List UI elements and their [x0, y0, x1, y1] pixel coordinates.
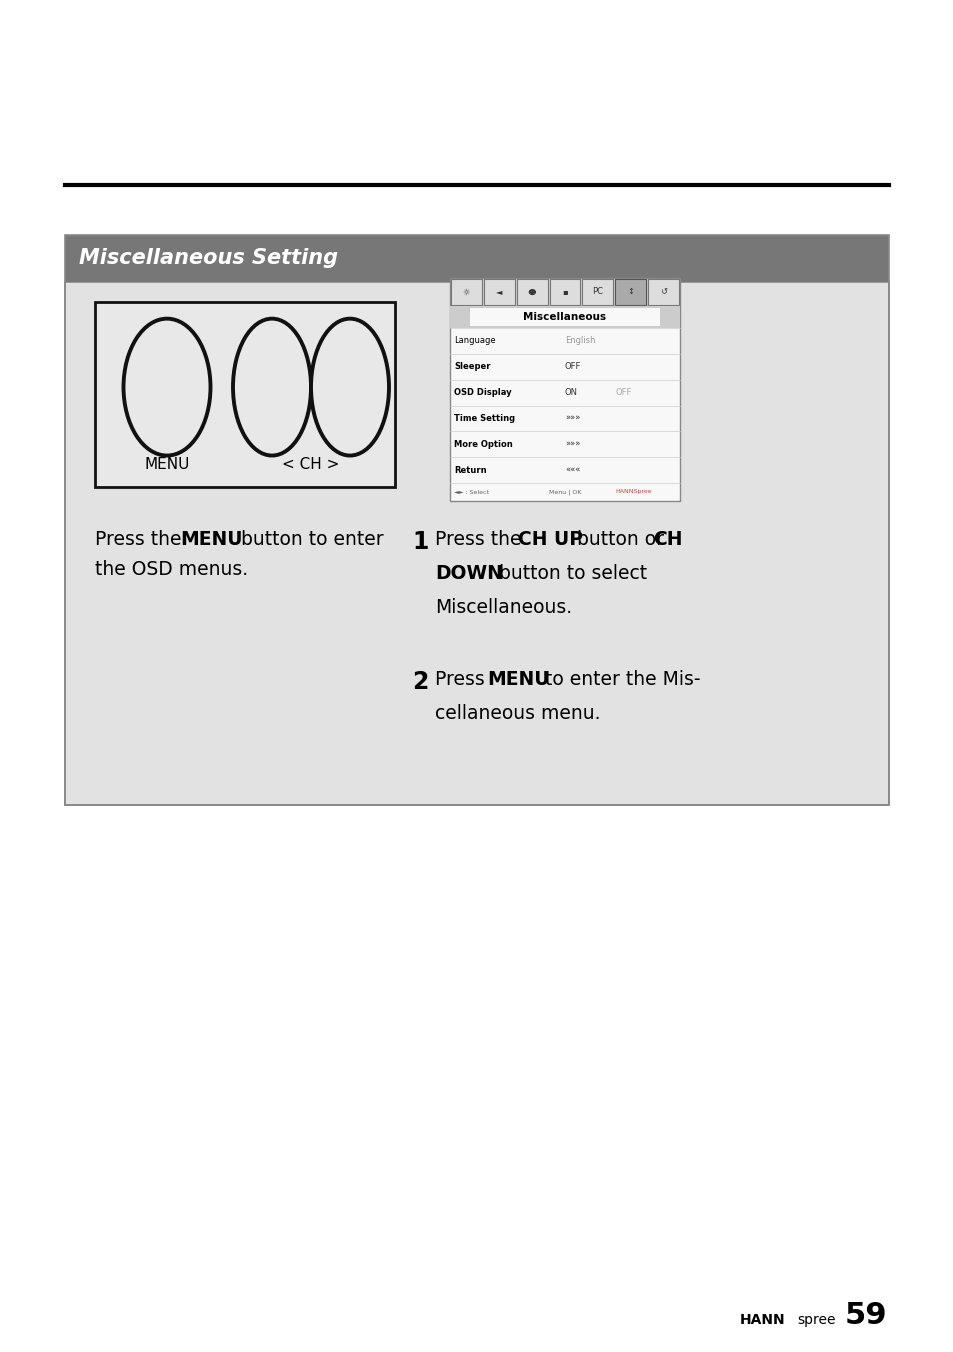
Text: More Option: More Option — [454, 439, 512, 449]
Text: 59: 59 — [844, 1302, 886, 1330]
Text: CH: CH — [652, 530, 681, 549]
Text: OSD Display: OSD Display — [454, 388, 511, 397]
Bar — [615, 279, 645, 306]
Text: ↕: ↕ — [626, 288, 634, 296]
Text: cellaneous menu.: cellaneous menu. — [435, 704, 599, 723]
Text: button or: button or — [571, 530, 669, 549]
Text: MENU: MENU — [144, 457, 190, 472]
Text: HANNSpree: HANNSpree — [615, 489, 652, 495]
Text: PC: PC — [592, 288, 602, 296]
Text: CH UP: CH UP — [517, 530, 582, 549]
Text: Miscellaneous: Miscellaneous — [523, 312, 606, 322]
Bar — [647, 279, 679, 306]
Text: ON: ON — [564, 388, 578, 397]
Text: 2: 2 — [412, 671, 428, 694]
Bar — [582, 279, 613, 306]
Bar — [483, 279, 515, 306]
Ellipse shape — [233, 319, 311, 456]
Text: ↺: ↺ — [659, 288, 666, 296]
Text: «««: ««« — [564, 465, 579, 475]
Text: ◄: ◄ — [496, 288, 502, 296]
Text: ☻: ☻ — [527, 288, 536, 296]
Bar — [450, 306, 679, 502]
Text: 1: 1 — [412, 530, 428, 554]
Bar — [65, 235, 888, 804]
Text: ◄► : Select: ◄► : Select — [454, 489, 489, 495]
Text: Press: Press — [435, 671, 490, 690]
Text: button to select: button to select — [493, 564, 646, 583]
Bar — [65, 283, 888, 804]
Ellipse shape — [311, 319, 389, 456]
Text: »»»: »»» — [564, 414, 579, 423]
Text: OFF: OFF — [615, 388, 631, 397]
Bar — [451, 279, 481, 306]
Ellipse shape — [123, 319, 211, 456]
Text: to enter the Mis-: to enter the Mis- — [538, 671, 700, 690]
Text: ☼: ☼ — [462, 288, 470, 296]
Text: Time Setting: Time Setting — [454, 414, 515, 423]
Text: Language: Language — [454, 337, 496, 345]
Text: Miscellaneous.: Miscellaneous. — [435, 598, 572, 617]
Text: English: English — [564, 337, 595, 345]
Text: MENU: MENU — [486, 671, 549, 690]
Text: ▪: ▪ — [561, 288, 567, 296]
Bar — [615, 279, 645, 306]
Text: spree: spree — [796, 1313, 835, 1328]
Text: HANN: HANN — [740, 1313, 785, 1328]
Bar — [549, 279, 579, 306]
Text: Return: Return — [454, 465, 486, 475]
Bar — [470, 308, 659, 326]
Text: Menu | OK: Menu | OK — [548, 489, 580, 495]
Text: Press the: Press the — [95, 530, 188, 549]
Bar — [517, 279, 547, 306]
Bar — [450, 279, 679, 306]
Text: »»»: »»» — [564, 439, 579, 449]
Text: DOWN: DOWN — [435, 564, 502, 583]
Bar — [450, 306, 679, 329]
Text: Press the: Press the — [435, 530, 527, 549]
Text: the OSD menus.: the OSD menus. — [95, 560, 248, 579]
Text: < CH >: < CH > — [282, 457, 339, 472]
Text: MENU: MENU — [180, 530, 242, 549]
Text: button to enter: button to enter — [234, 530, 383, 549]
Text: OFF: OFF — [564, 362, 580, 372]
Bar — [95, 301, 395, 487]
Text: Miscellaneous Setting: Miscellaneous Setting — [79, 249, 337, 269]
Bar — [65, 235, 888, 283]
Text: Sleeper: Sleeper — [454, 362, 490, 372]
